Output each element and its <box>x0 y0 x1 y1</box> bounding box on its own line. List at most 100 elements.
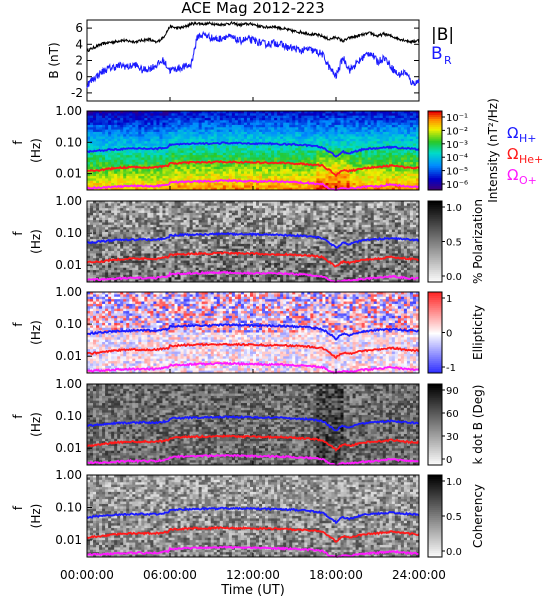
spectrogram-cell <box>147 173 151 177</box>
spectrogram-cell <box>150 124 154 128</box>
spectrogram-cell <box>292 166 296 170</box>
spectrogram-cell <box>147 127 151 130</box>
spectrogram-cell <box>105 131 109 135</box>
spectrogram-cell <box>132 162 136 165</box>
spectrogram-cell <box>129 243 133 247</box>
spectrogram-cell <box>141 141 145 144</box>
spectrogram-cell <box>409 111 414 114</box>
spectrogram-cell <box>99 131 103 135</box>
spectrogram-cell <box>108 111 112 114</box>
spectrogram-cell <box>180 212 184 216</box>
spectrogram-cell <box>186 134 191 137</box>
spectrogram-cell <box>328 173 332 177</box>
spectrogram-cell <box>123 171 127 175</box>
spectrogram-cell <box>171 236 175 240</box>
spectrogram-cell <box>231 187 236 191</box>
spectrogram-cell <box>90 246 94 250</box>
spectrogram-cell <box>147 212 151 216</box>
spectrogram-cell <box>397 143 402 147</box>
spectrogram-cell <box>367 138 372 142</box>
spectrogram-cell <box>156 262 160 266</box>
spectrogram-cell <box>102 162 106 165</box>
spectrogram-cell <box>388 180 393 184</box>
spectrogram-cell <box>367 164 372 168</box>
spectrogram-cell <box>201 131 206 135</box>
spectrogram-cell <box>358 180 363 184</box>
spectrogram-cell <box>129 155 133 158</box>
spectrogram-cell <box>331 178 335 182</box>
spectrogram-cell <box>231 111 236 114</box>
spectrogram-cell <box>138 222 142 226</box>
spectrogram-cell <box>334 138 338 142</box>
spectrogram-cell <box>180 136 184 140</box>
spectrogram-cell <box>183 173 187 177</box>
spectrogram-cell <box>313 187 317 191</box>
spectrogram-cell <box>186 136 191 140</box>
spectrogram-cell <box>313 159 317 163</box>
spectrogram-cell <box>189 155 194 158</box>
spectrogram-cell <box>141 122 145 126</box>
spectrogram-cell <box>219 155 224 158</box>
spectrogram-cell <box>156 251 160 254</box>
spectrogram-cell <box>123 248 127 252</box>
spectrogram-cell <box>337 155 341 158</box>
spectrogram-cell <box>280 113 284 117</box>
spectrogram-cell <box>126 236 130 240</box>
spectrogram-cell <box>162 251 166 254</box>
spectrogram-cell <box>262 129 266 133</box>
spectrogram-cell <box>144 255 148 259</box>
spectrogram-cell <box>141 248 145 252</box>
spectrogram-cell <box>126 136 130 140</box>
spectrogram-cell <box>180 127 184 130</box>
spectrogram-cell <box>189 124 194 128</box>
spectrogram-cell <box>150 159 154 163</box>
spectrogram-cell <box>280 164 284 168</box>
spectrogram-cell <box>231 145 236 149</box>
spectrogram-cell <box>280 127 284 130</box>
spectrogram-cell <box>147 124 151 128</box>
spectrogram-cell <box>216 127 221 130</box>
spectrogram-cell <box>195 120 200 124</box>
spectrogram-cell <box>352 124 357 128</box>
spectrogram-cell <box>156 115 160 119</box>
spectrogram-cell <box>120 136 124 140</box>
spectrogram-cell <box>171 127 175 130</box>
spectrogram-cell <box>126 141 130 144</box>
spectrogram-cell <box>313 152 317 156</box>
spectrogram-cell <box>162 178 166 182</box>
spectrogram-cell <box>96 222 100 226</box>
spectrogram-cell <box>114 234 118 238</box>
spectrogram-cell <box>132 260 136 264</box>
spectrogram-cell <box>310 150 314 154</box>
spectrogram-cell <box>234 145 239 149</box>
spectrogram-cell <box>409 124 414 128</box>
spectrogram-cell <box>268 145 272 149</box>
spectrogram-cell <box>228 187 233 191</box>
spectrogram-cell <box>370 141 375 144</box>
spectrogram-cell <box>105 212 109 216</box>
spectrogram-cell <box>370 122 375 126</box>
spectrogram-cell <box>304 129 308 133</box>
spectrogram-cell <box>259 164 263 168</box>
spectrogram-cell <box>153 224 157 228</box>
spectrogram-cell <box>111 241 115 245</box>
spectrogram-cell <box>165 141 169 144</box>
spectrogram-cell <box>147 145 151 149</box>
spectrogram-cell <box>171 255 175 259</box>
spectrogram-cell <box>286 173 290 177</box>
spectrogram-cell <box>138 120 142 124</box>
spectrogram-cell <box>171 224 175 228</box>
spectrogram-cell <box>144 246 148 250</box>
spectrogram-cell <box>123 176 127 179</box>
spectrogram-cell <box>394 155 399 158</box>
spectrogram-cell <box>198 148 203 151</box>
spectrogram-cell <box>394 162 399 165</box>
spectrogram-cell <box>292 173 296 177</box>
spectrogram-cell <box>397 136 402 140</box>
spectrogram-cell <box>126 224 130 228</box>
spectrogram-cell <box>177 217 181 221</box>
spectrogram-cell <box>90 145 94 149</box>
spectrogram-cell <box>129 265 133 269</box>
spectrogram-cell <box>153 208 157 211</box>
spectrogram-cell <box>204 150 209 154</box>
